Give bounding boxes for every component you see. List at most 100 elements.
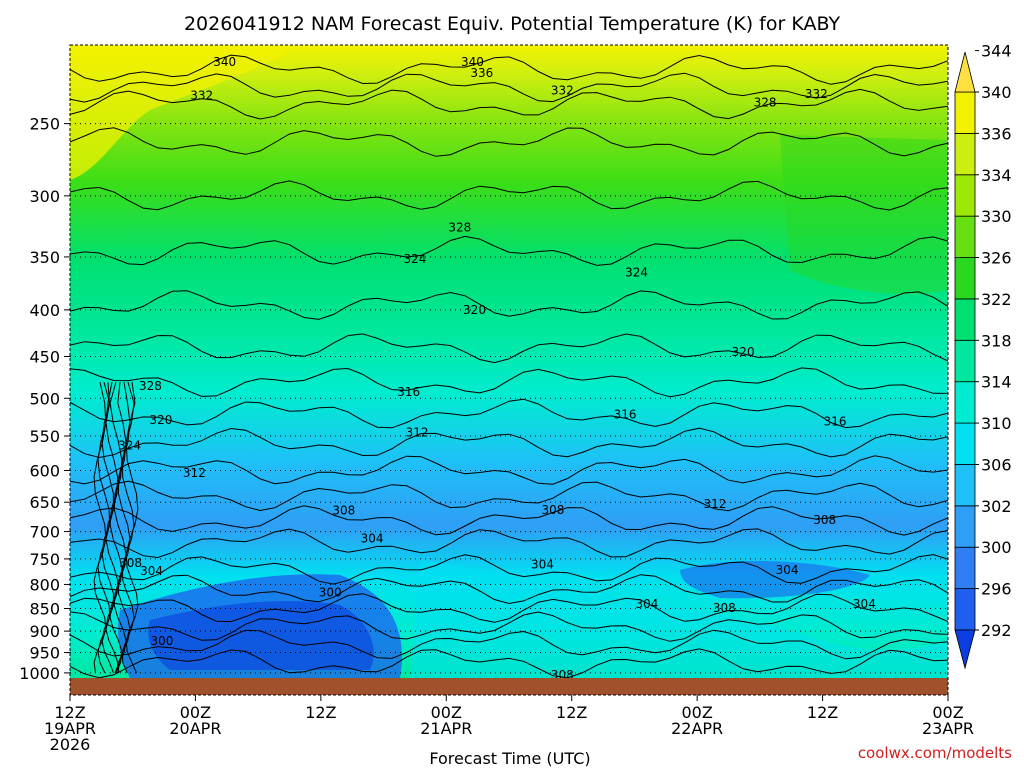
colorbar-segment-340 [954, 91, 976, 134]
y-tick-label: 250 [29, 115, 60, 134]
contour-line-17 [70, 593, 948, 623]
y-tick-label: 850 [29, 599, 60, 618]
colorbar-label: 322 [981, 290, 1012, 309]
contour-line-vertical-2 [101, 382, 114, 674]
warm-upper-left-blob [70, 45, 300, 180]
contour-line-0 [70, 54, 948, 85]
credit-text: coolwx.com/modelts [858, 744, 1012, 762]
y-tick-label: 700 [29, 523, 60, 542]
chart-title: 2026041912 NAM Forecast Equiv. Potential… [184, 13, 841, 35]
colorbar-label: 310 [981, 414, 1012, 433]
contour-lines [70, 54, 948, 678]
contour-label: 316 [824, 414, 847, 428]
contour-label: 320 [149, 413, 172, 427]
colorbar-label: 330 [981, 207, 1012, 226]
contour-label: 316 [397, 385, 420, 399]
y-tick-label: 900 [29, 622, 60, 641]
colorbar-segment-306 [954, 464, 976, 507]
colorbar-segment-318 [954, 339, 976, 383]
contour-label: 340 [213, 55, 236, 69]
contour-line-11 [70, 455, 948, 485]
contour-label: 300 [151, 634, 174, 648]
x-tick-label: 12Z [54, 703, 85, 722]
contour-line-2 [70, 88, 948, 120]
contour-line-9 [70, 398, 948, 429]
colorbar-label: 306 [981, 455, 1012, 474]
contour-line-vertical-3 [105, 381, 119, 673]
x-tick-label: 19APR [44, 719, 96, 738]
colorbar-segment-310 [954, 422, 976, 465]
contour-line-1 [70, 72, 948, 103]
colorbar-label: 326 [981, 249, 1012, 268]
colorbar-high-arrow [954, 51, 976, 93]
colorbar-label: 318 [981, 331, 1012, 350]
contour-line-7 [70, 333, 948, 364]
contour-line-3 [70, 127, 948, 157]
contour-label: 312 [406, 425, 429, 439]
colorbar-low-arrow [954, 629, 976, 670]
colorbar-segment-314 [954, 381, 976, 424]
contour-label: 324 [118, 438, 141, 452]
contour-line-14 [70, 528, 948, 559]
contour-line-6 [70, 290, 948, 320]
contour-label: 304 [776, 563, 799, 577]
y-tick-label: 750 [29, 550, 60, 569]
y-tick-label: 450 [29, 348, 60, 367]
contour-label: 308 [332, 504, 355, 518]
contour-label: 312 [703, 497, 726, 511]
contour-label: 308 [813, 513, 836, 527]
colorbar-segment-336 [954, 132, 976, 176]
colorbar-label: 344 [981, 42, 1012, 61]
contour-line-12 [70, 480, 948, 512]
y-tick-label: 350 [29, 248, 60, 267]
colorbar-segment-302 [954, 505, 976, 548]
y-tick-label: 950 [29, 644, 60, 663]
x-tick-label: 20APR [169, 719, 221, 738]
contour-line-16 [70, 574, 948, 605]
blue-low-level-core [148, 600, 374, 670]
x-tick-label: 22APR [671, 719, 723, 738]
colorbar-segment-300 [954, 546, 976, 590]
plot-frame [69, 44, 949, 696]
x-tick-label: 00Z [431, 703, 462, 722]
colorbar-label: 334 [981, 166, 1012, 185]
y-tick-label: 1000 [19, 664, 60, 683]
y-tick-label: 400 [29, 301, 60, 320]
contour-label: 304 [140, 564, 163, 578]
x-tick-label: 00Z [180, 703, 211, 722]
colorbar-segment-296 [954, 588, 976, 631]
contour-line-8 [70, 367, 948, 398]
contour-label: 304 [531, 558, 554, 572]
x-tick-label: 2026 [50, 735, 91, 754]
y-tick-label: 600 [29, 461, 60, 480]
contour-label: 324 [403, 252, 426, 266]
contour-label: 336 [470, 66, 493, 80]
colorbar-segment-334 [954, 174, 976, 217]
y-tick-label: 500 [29, 389, 60, 408]
contour-label: 332 [805, 87, 828, 101]
contour-line-15 [70, 554, 948, 585]
y-axis: 250 300 350 400 450 500 550 600 650 700 750 800 850 9… [19, 115, 70, 683]
x-tick-label: 21APR [420, 719, 472, 738]
contour-label: 332 [551, 84, 574, 98]
contour-label: 300 [319, 585, 342, 599]
x-tick-label: 12Z [556, 703, 587, 722]
green-upper-right [780, 135, 948, 294]
contour-line-18 [70, 611, 948, 642]
colorbar-label: 336 [981, 124, 1012, 143]
x-tick-label: 12Z [807, 703, 838, 722]
colorbar: 292 296 300 302 306 310 314 318 322 326 330 334 336 3… [954, 42, 1012, 670]
ground-surface [70, 678, 948, 695]
contour-label: 312 [183, 466, 206, 480]
contour-label: 328 [139, 379, 162, 393]
plot-area [70, 45, 948, 678]
contour-line-5 [70, 235, 948, 266]
contour-line-20 [70, 648, 948, 678]
contour-label: 308 [541, 503, 564, 517]
contour-label: 304 [361, 531, 384, 545]
colorbar-label: 340 [981, 83, 1012, 102]
colorbar-segment-322 [954, 298, 976, 341]
y-tick-label: 300 [29, 187, 60, 206]
